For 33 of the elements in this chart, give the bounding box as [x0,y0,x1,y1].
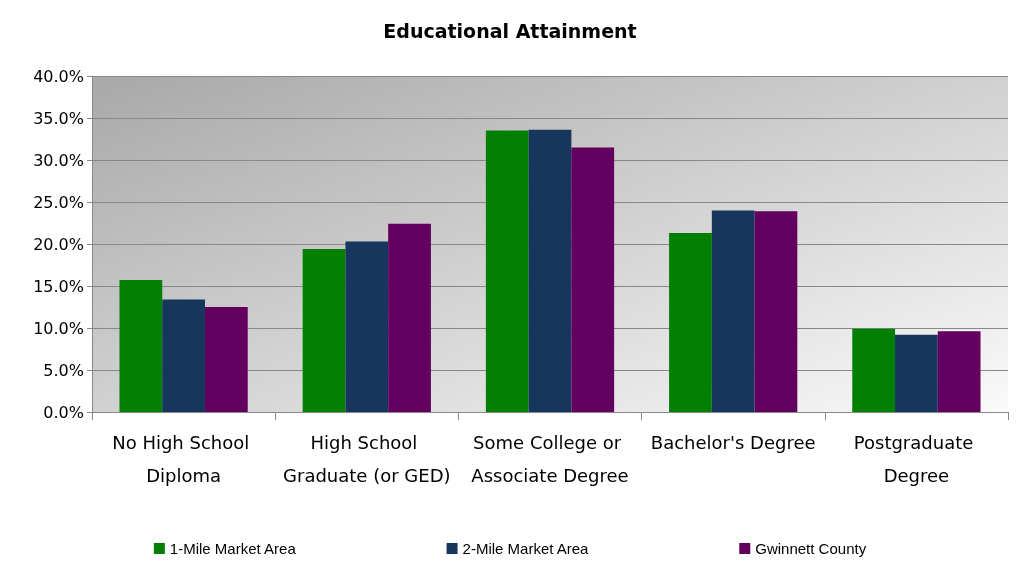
bar [162,299,205,412]
x-tick-label: No High School Diploma [112,432,255,486]
bar [669,233,712,412]
bar [528,129,572,412]
y-tick-label: 0.0% [43,402,84,422]
x-tick-label: High School Graduate (or GED) [283,432,451,486]
bar [895,334,938,412]
y-tick-label: 10.0% [33,318,84,338]
y-tick-label: 20.0% [33,234,84,254]
legend-label: Gwinnett County [755,540,867,557]
bar [302,249,346,412]
bar [937,331,981,412]
legend-label: 2-Mile Market Area [462,540,590,557]
bar [711,210,755,412]
y-tick-label: 25.0% [33,192,84,212]
bar [388,223,431,412]
bar [852,328,896,412]
x-tick-label: Bachelor's Degree [650,432,816,453]
y-tick-label: 5.0% [43,360,84,380]
bar [571,147,615,412]
x-tick-label: Postgraduate Degree [853,432,980,486]
legend-label: 1-Mile Market Area [169,540,297,557]
y-tick-label: 35.0% [33,108,84,128]
chart-title: Educational Attainment [383,19,637,42]
x-tick-label: Some College or Associate Degree [471,432,629,486]
y-tick-label: 40.0% [33,66,84,86]
bar [754,211,798,412]
bar [119,280,163,412]
y-tick-label: 15.0% [33,276,84,296]
bar [204,307,248,412]
bar [345,241,389,412]
bar [485,130,529,412]
y-tick-label: 30.0% [33,150,84,170]
